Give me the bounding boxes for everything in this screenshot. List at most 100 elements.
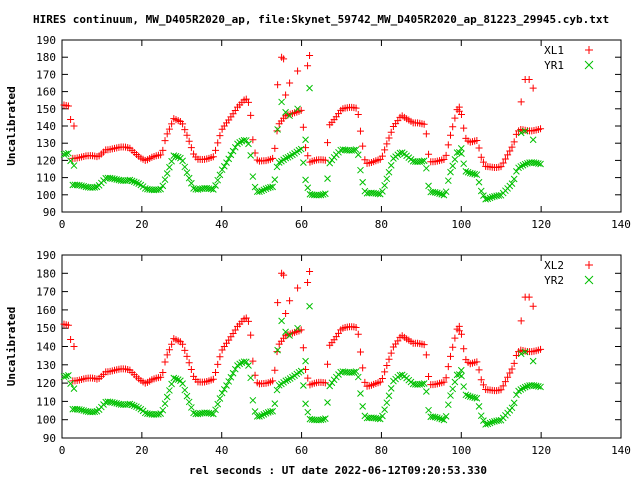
data-point — [256, 413, 263, 420]
data-point — [214, 176, 222, 184]
data-point — [529, 84, 537, 92]
data-point — [457, 110, 465, 118]
x-tick-label: 0 — [59, 444, 66, 457]
data-point — [317, 191, 325, 199]
data-point — [440, 378, 448, 386]
data-point — [422, 130, 430, 138]
data-point — [374, 190, 382, 198]
data-point — [231, 365, 239, 373]
data-point — [484, 195, 492, 203]
data-point — [379, 412, 386, 420]
data-point — [521, 383, 529, 391]
data-point — [225, 378, 233, 385]
data-point — [431, 189, 439, 196]
plot-panel-top: 90 100 110 120 130 140 150 160 170 180 190 0 20 40 60 8… — [5, 34, 631, 231]
data-point — [444, 141, 452, 149]
data-point — [161, 137, 169, 145]
data-point — [529, 357, 537, 365]
data-point — [299, 123, 307, 131]
data-point — [168, 120, 176, 128]
legend-marker — [584, 275, 594, 285]
data-point — [249, 396, 257, 404]
data-point — [361, 156, 369, 164]
data-point — [227, 151, 235, 159]
data-point — [356, 127, 364, 135]
data-point — [442, 188, 450, 196]
data-point — [440, 156, 448, 164]
data-point — [442, 413, 450, 420]
data-point — [537, 160, 544, 168]
data-point — [484, 420, 492, 428]
data-point — [170, 374, 178, 382]
data-point — [486, 194, 494, 202]
x-tick-label: 120 — [531, 444, 551, 457]
data-point — [214, 400, 222, 408]
data-point — [62, 372, 70, 380]
data-point — [460, 124, 468, 132]
y-axis-label: Uncalibrated — [5, 307, 18, 386]
data-point — [302, 357, 309, 365]
data-point — [477, 376, 485, 384]
series-YR1 — [60, 84, 544, 203]
x-tick-label: 100 — [451, 444, 471, 457]
data-point — [449, 343, 457, 351]
data-point — [181, 346, 189, 354]
data-point — [207, 185, 215, 193]
data-point — [475, 144, 483, 152]
data-point — [249, 173, 257, 180]
y-tick-label: 100 — [36, 189, 56, 202]
data-point — [267, 408, 274, 416]
data-point — [188, 404, 195, 411]
data-point — [420, 157, 428, 165]
data-point — [304, 62, 312, 70]
y-tick-label: 190 — [36, 249, 56, 262]
data-point — [352, 368, 360, 375]
data-point — [471, 394, 479, 402]
data-point — [271, 366, 279, 374]
data-point — [185, 174, 193, 182]
y-tick-label: 140 — [36, 341, 56, 354]
data-point — [381, 146, 389, 154]
data-point — [274, 299, 282, 307]
data-point — [300, 159, 307, 166]
data-point — [501, 155, 509, 163]
data-point — [70, 162, 78, 169]
data-point — [521, 348, 529, 356]
data-point — [512, 351, 520, 359]
data-point — [477, 412, 485, 420]
data-point — [245, 140, 252, 148]
data-point — [161, 400, 169, 407]
data-point — [510, 138, 518, 146]
data-point — [278, 98, 285, 106]
data-point — [65, 372, 72, 379]
data-point — [458, 372, 465, 380]
data-point — [385, 392, 393, 400]
plot-frame — [61, 39, 622, 213]
y-tick-label: 90 — [43, 206, 56, 219]
data-point — [183, 392, 191, 400]
data-point — [381, 181, 388, 189]
data-point — [447, 131, 455, 139]
legend-label: XL2 — [544, 259, 564, 272]
data-point — [387, 349, 395, 357]
data-point — [70, 385, 78, 392]
data-point — [480, 417, 487, 424]
data-point — [385, 355, 393, 363]
data-point — [385, 168, 393, 176]
data-point — [508, 404, 516, 412]
data-point — [513, 391, 520, 399]
data-point — [537, 383, 544, 391]
data-point — [321, 190, 329, 198]
data-point — [190, 409, 197, 417]
data-point — [508, 365, 516, 373]
data-point — [383, 399, 391, 407]
data-point — [294, 284, 302, 292]
data-point — [352, 104, 360, 112]
legend-marker — [585, 46, 593, 54]
legend-marker — [585, 261, 593, 269]
data-point — [319, 191, 327, 198]
y-tick-label: 170 — [36, 68, 56, 81]
data-point — [249, 357, 257, 365]
data-point — [374, 415, 382, 422]
